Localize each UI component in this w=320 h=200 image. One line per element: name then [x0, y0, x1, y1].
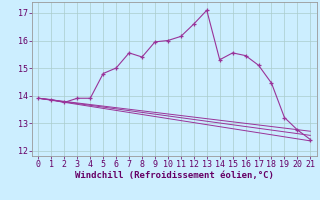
X-axis label: Windchill (Refroidissement éolien,°C): Windchill (Refroidissement éolien,°C) — [75, 171, 274, 180]
